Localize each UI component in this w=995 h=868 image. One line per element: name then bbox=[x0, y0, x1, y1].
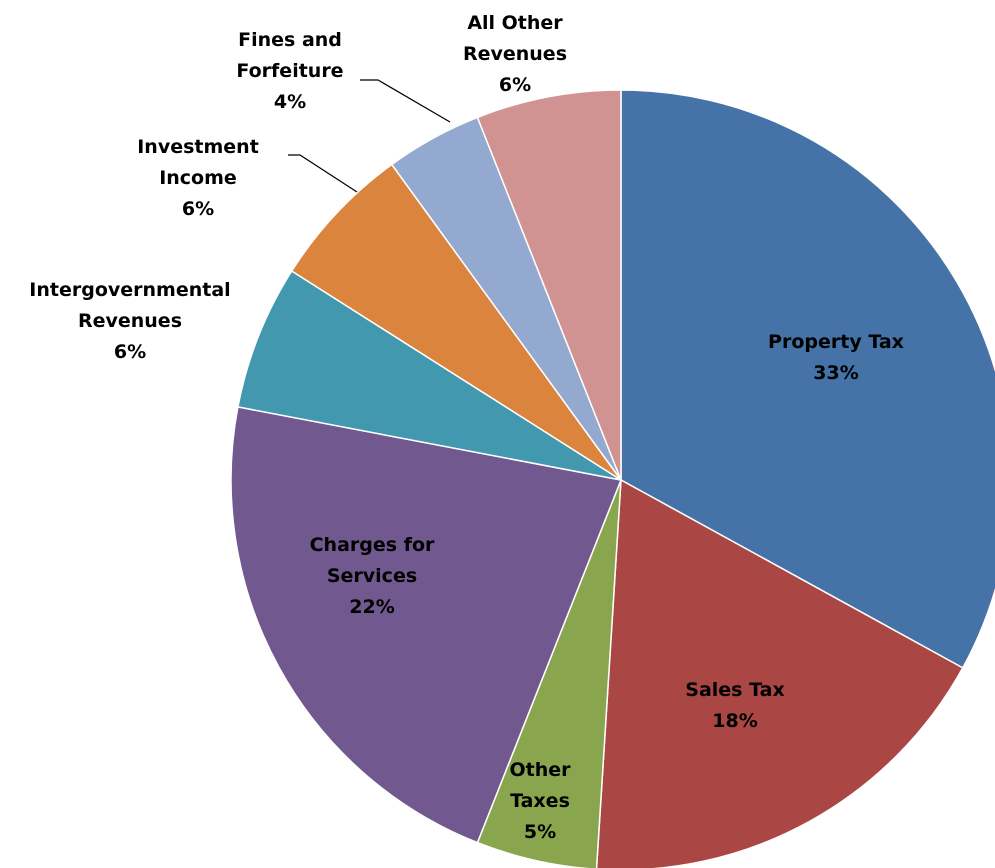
pie-slice bbox=[237, 269, 622, 481]
slice-label: Property Tax 33% bbox=[736, 327, 936, 389]
slice-label: Intergovernmental Revenues 6% bbox=[24, 275, 236, 368]
value-label: 18% bbox=[712, 710, 758, 732]
pie-slice bbox=[476, 89, 622, 481]
slice-label: Sales Tax 18% bbox=[660, 675, 810, 737]
category-label: All Other Revenues bbox=[462, 12, 568, 65]
category-label: Investment Income bbox=[137, 136, 259, 189]
category-label: Property Tax bbox=[768, 331, 904, 353]
slice-label: Other Taxes 5% bbox=[500, 755, 580, 848]
value-label: 6% bbox=[181, 198, 215, 220]
slice-label: Investment Income 6% bbox=[123, 132, 273, 225]
pie-slice bbox=[595, 478, 964, 868]
category-label: Fines and Forfeiture bbox=[236, 29, 344, 82]
category-label: Other Taxes bbox=[509, 759, 571, 812]
category-label: Intergovernmental Revenues bbox=[29, 279, 231, 332]
slice-label: Charges for Services 22% bbox=[272, 530, 472, 623]
value-label: 6% bbox=[113, 341, 147, 363]
leader-line bbox=[288, 154, 358, 193]
pie-slice bbox=[290, 163, 622, 481]
slice-label: Fines and Forfeiture 4% bbox=[220, 25, 360, 118]
leader-line bbox=[360, 79, 451, 123]
pie-slice bbox=[230, 406, 623, 844]
category-label: Charges for Services bbox=[309, 534, 435, 587]
value-label: 5% bbox=[523, 821, 557, 843]
pie-slice bbox=[620, 89, 995, 669]
slice-label: All Other Revenues 6% bbox=[440, 8, 590, 101]
category-label: Sales Tax bbox=[685, 679, 785, 701]
value-label: 22% bbox=[349, 596, 395, 618]
value-label: 6% bbox=[498, 74, 532, 96]
value-label: 4% bbox=[273, 91, 307, 113]
value-label: 33% bbox=[813, 362, 859, 384]
